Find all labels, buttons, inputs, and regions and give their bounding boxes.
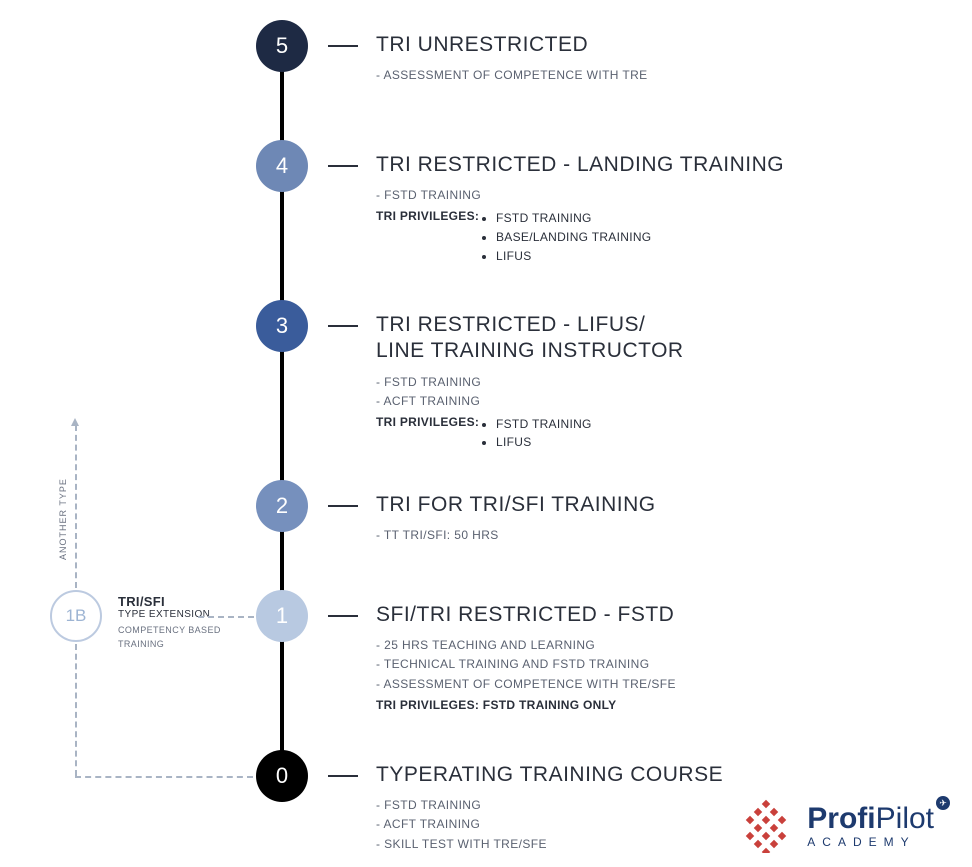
tick [328,165,358,167]
node-content: TYPERATING TRAINING COURSE - FSTD TRAINI… [376,750,723,854]
privileges: TRI PRIVILEGES: FSTD TRAINING BASE/LANDI… [376,209,784,265]
node-0: 0 TYPERATING TRAINING COURSE - FSTD TRAI… [256,750,723,854]
node-circle-2: 2 [256,480,308,532]
another-type-label: ANOTHER TYPE [58,478,68,560]
node-3: 3 TRI RESTRICTED - LIFUS/ LINE TRAINING … [256,300,684,452]
node-content: TRI UNRESTRICTED - ASSESSMENT OF COMPETE… [376,20,648,85]
privilege-item: LIFUS [496,433,592,452]
dashed-connector-h [198,616,254,618]
privilege-item: BASE/LANDING TRAINING [496,228,651,247]
branch-circle-1b: 1B [50,590,102,642]
sub-line: - ACFT TRAINING [376,815,723,834]
tick [328,615,358,617]
node-circle-5: 5 [256,20,308,72]
dashed-connector-h2 [75,776,253,778]
node-title: TRI FOR TRI/SFI TRAINING [376,492,656,518]
node-id: 2 [276,493,288,519]
node-content: TRI FOR TRI/SFI TRAINING - TT TRI/SFI: 5… [376,480,656,545]
node-4: 4 TRI RESTRICTED - LANDING TRAINING - FS… [256,140,784,265]
privilege-item: FSTD TRAINING [496,209,651,228]
node-title: TRI RESTRICTED - LANDING TRAINING [376,152,784,178]
node-title: SFI/TRI RESTRICTED - FSTD [376,602,676,628]
sub-line: - FSTD TRAINING [376,373,684,392]
logo-wordmark: ProfiPilot✈ [807,804,950,834]
node-title: TRI UNRESTRICTED [376,32,648,58]
sub-line: - 25 HRS TEACHING AND LEARNING [376,636,676,655]
logo-bold: Profi [807,802,875,835]
privileges-list: FSTD TRAINING BASE/LANDING TRAINING LIFU… [496,209,651,265]
tick [328,505,358,507]
privileges-label: TRI PRIVILEGES: [376,209,482,265]
node-id: 3 [276,313,288,339]
logo-text: ProfiPilot✈ ACADEMY [807,804,950,848]
node-circle-3: 3 [256,300,308,352]
node-subs: - ASSESSMENT OF COMPETENCE WITH TRE [376,66,648,85]
logo-light: Pilot [876,802,934,835]
privilege-item: FSTD TRAINING [496,415,592,434]
node-5: 5 TRI UNRESTRICTED - ASSESSMENT OF COMPE… [256,20,648,85]
node-content: TRI RESTRICTED - LIFUS/ LINE TRAINING IN… [376,300,684,452]
sub-line: - FSTD TRAINING [376,796,723,815]
sub-line: - ACFT TRAINING [376,392,684,411]
node-id: 4 [276,153,288,179]
tick [328,325,358,327]
node-subs: - FSTD TRAINING [376,186,784,205]
privileges-inline: TRI PRIVILEGES: FSTD TRAINING ONLY [376,698,676,712]
node-title: TYPERATING TRAINING COURSE [376,762,723,788]
node-subs: - FSTD TRAINING - ACFT TRAINING - SKILL … [376,796,723,854]
node-id: 5 [276,33,288,59]
branch-sub: COMPETENCY BASED TRAINING [118,624,238,651]
privileges-list: FSTD TRAINING LIFUS [496,415,592,452]
node-id: 0 [276,763,288,789]
sub-line: - TT TRI/SFI: 50 HRS [376,526,656,545]
logo: ProfiPilot✈ ACADEMY [739,799,950,853]
privileges: TRI PRIVILEGES: FSTD TRAINING LIFUS [376,415,684,452]
node-subs: - FSTD TRAINING - ACFT TRAINING [376,373,684,411]
dashed-arrow-line [75,425,77,588]
node-id: 1 [276,603,288,629]
branch-label: TRI/SFI TYPE EXTENSION COMPETENCY BASED … [118,594,238,651]
sub-line: - ASSESSMENT OF COMPETENCE WITH TRE [376,66,648,85]
node-circle-1: 1 [256,590,308,642]
privilege-item: LIFUS [496,247,651,266]
branch-line2: TYPE EXTENSION [118,609,238,620]
dashed-connector-v1 [75,644,77,776]
node-1: 1 SFI/TRI RESTRICTED - FSTD - 25 HRS TEA… [256,590,676,712]
arrow-up-icon [71,418,79,426]
node-content: SFI/TRI RESTRICTED - FSTD - 25 HRS TEACH… [376,590,676,712]
node-2: 2 TRI FOR TRI/SFI TRAINING - TT TRI/SFI:… [256,480,656,545]
sub-line: - TECHNICAL TRAINING AND FSTD TRAINING [376,655,676,674]
branch-title: TRI/SFI [118,594,238,609]
tick [328,775,358,777]
node-title: TRI RESTRICTED - LIFUS/ LINE TRAINING IN… [376,312,684,365]
node-circle-0: 0 [256,750,308,802]
branch-id: 1B [66,606,87,626]
privileges-label: TRI PRIVILEGES: [376,415,482,452]
node-subs: - 25 HRS TEACHING AND LEARNING - TECHNIC… [376,636,676,694]
node-content: TRI RESTRICTED - LANDING TRAINING - FSTD… [376,140,784,265]
node-subs: - TT TRI/SFI: 50 HRS [376,526,656,545]
plane-icon: ✈ [936,796,950,810]
logo-subtitle: ACADEMY [807,836,950,848]
node-circle-4: 4 [256,140,308,192]
sub-line: - ASSESSMENT OF COMPETENCE WITH TRE/SFE [376,675,676,694]
sub-line: - FSTD TRAINING [376,186,784,205]
tick [328,45,358,47]
logo-mark-icon [739,799,793,853]
branch-1b: 1B [50,590,102,642]
sub-line: - SKILL TEST WITH TRE/SFE [376,835,723,854]
